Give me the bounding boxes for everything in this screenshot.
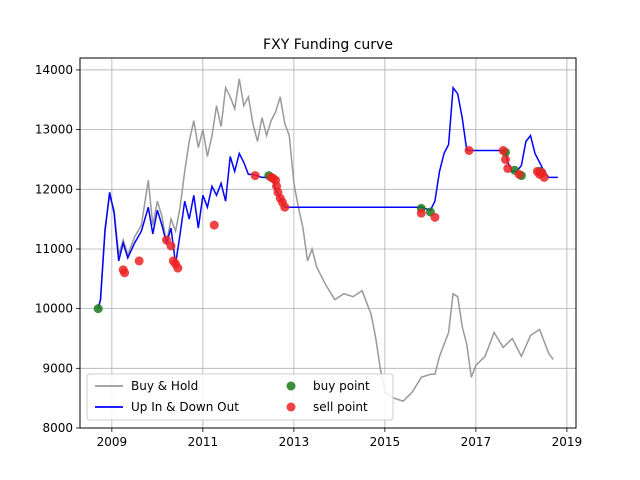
plot-frame <box>79 57 577 429</box>
sell-point-marker <box>166 241 176 251</box>
legend-label-buy-point: buy point <box>313 379 370 393</box>
legend-swatch-buy-point <box>286 381 296 391</box>
legend: Buy & Hold Up In & Down Out buy point sell … <box>86 373 394 421</box>
legend-label-up-in-down-out: Up In & Down Out <box>131 400 239 414</box>
sell-point-marker <box>173 263 183 273</box>
legend-box <box>86 373 394 421</box>
sell-point-marker <box>500 154 510 164</box>
x-tick-label: 2017 <box>461 435 492 449</box>
sell-point-marker <box>503 163 513 173</box>
x-tick-label: 2013 <box>279 435 310 449</box>
sell-point-marker <box>514 169 524 179</box>
sell-point-marker <box>539 172 549 182</box>
sell-point-marker <box>209 220 219 230</box>
x-tick-label: 2009 <box>97 435 128 449</box>
chart-title: FXY Funding curve <box>263 37 393 53</box>
sell-point-marker <box>498 146 508 155</box>
y-tick-label: 11000 <box>35 242 73 256</box>
x-tick-label: 2019 <box>552 435 583 449</box>
sell-point-marker <box>250 171 260 181</box>
y-tick-label: 9000 <box>42 361 73 375</box>
sell-point-marker <box>280 202 290 212</box>
axes: 2009 2011 2013 2015 2017 2019 8000 9000 10000 110… <box>35 63 582 449</box>
y-tick-label: 8000 <box>42 421 73 435</box>
y-tick-label: 12000 <box>35 182 73 196</box>
legend-swatch-sell-point <box>286 402 296 412</box>
buy-point-marker <box>93 304 103 314</box>
legend-label-buy-hold: Buy & Hold <box>131 379 198 393</box>
grid <box>80 58 576 429</box>
y-tick-label: 10000 <box>35 302 73 316</box>
sell-point-marker <box>430 212 440 222</box>
x-tick-label: 2015 <box>370 435 401 449</box>
sell-point-marker <box>416 208 426 218</box>
x-tick-label: 2011 <box>188 435 219 449</box>
y-tick-label: 13000 <box>35 123 73 137</box>
series-layer <box>93 78 558 402</box>
sell-point-marker <box>134 256 144 266</box>
sell-point-marker <box>120 268 130 278</box>
series-line-up-in-down-out <box>97 85 558 309</box>
sell-point-marker <box>464 146 474 155</box>
series-line-buy-hold <box>97 78 554 402</box>
legend-label-sell-point: sell point <box>313 400 368 414</box>
y-tick-label: 14000 <box>35 63 73 77</box>
